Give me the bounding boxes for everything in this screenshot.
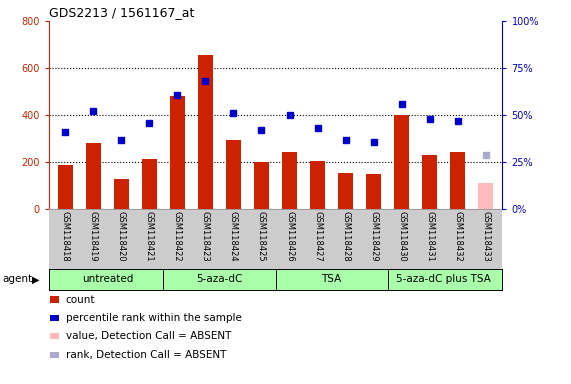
Bar [478,184,493,209]
Text: 5-aza-dC plus TSA: 5-aza-dC plus TSA [396,274,491,285]
Bar [254,162,269,209]
Text: 5-aza-dC: 5-aza-dC [196,274,243,285]
Text: GSM118421: GSM118421 [145,211,154,262]
Text: GSM118422: GSM118422 [173,211,182,262]
Text: GSM118425: GSM118425 [257,211,266,262]
Text: GSM118433: GSM118433 [481,211,490,262]
Text: GSM118427: GSM118427 [313,211,322,262]
Bar [170,96,185,209]
Bar [86,144,101,209]
Bar [282,152,297,209]
Bar [422,155,437,209]
Text: GSM118432: GSM118432 [453,211,462,262]
Bar [310,161,325,209]
Text: GSM118419: GSM118419 [89,211,98,262]
Text: agent: agent [3,274,33,285]
Text: value, Detection Call = ABSENT: value, Detection Call = ABSENT [66,331,231,341]
Text: GSM118423: GSM118423 [201,211,210,262]
Bar [394,115,409,209]
Text: GSM118428: GSM118428 [341,211,350,262]
Text: GSM118424: GSM118424 [229,211,238,262]
Text: GDS2213 / 1561167_at: GDS2213 / 1561167_at [49,5,194,18]
Bar [226,140,241,209]
Text: rank, Detection Call = ABSENT: rank, Detection Call = ABSENT [66,350,226,360]
Bar [338,173,353,209]
Bar [58,165,73,209]
Text: GSM118430: GSM118430 [397,211,406,262]
Text: ▶: ▶ [31,274,39,285]
Text: GSM118431: GSM118431 [425,211,434,262]
Bar [450,152,465,209]
Bar [366,174,381,209]
Text: GSM118426: GSM118426 [285,211,294,262]
Text: GSM118429: GSM118429 [369,211,378,262]
Text: TSA: TSA [321,274,341,285]
Bar [198,55,213,209]
Text: count: count [66,295,95,305]
Text: GSM118420: GSM118420 [117,211,126,262]
Text: GSM118418: GSM118418 [61,211,70,262]
Text: percentile rank within the sample: percentile rank within the sample [66,313,242,323]
Text: untreated: untreated [82,274,133,285]
Bar [142,159,157,209]
Bar [114,179,129,209]
